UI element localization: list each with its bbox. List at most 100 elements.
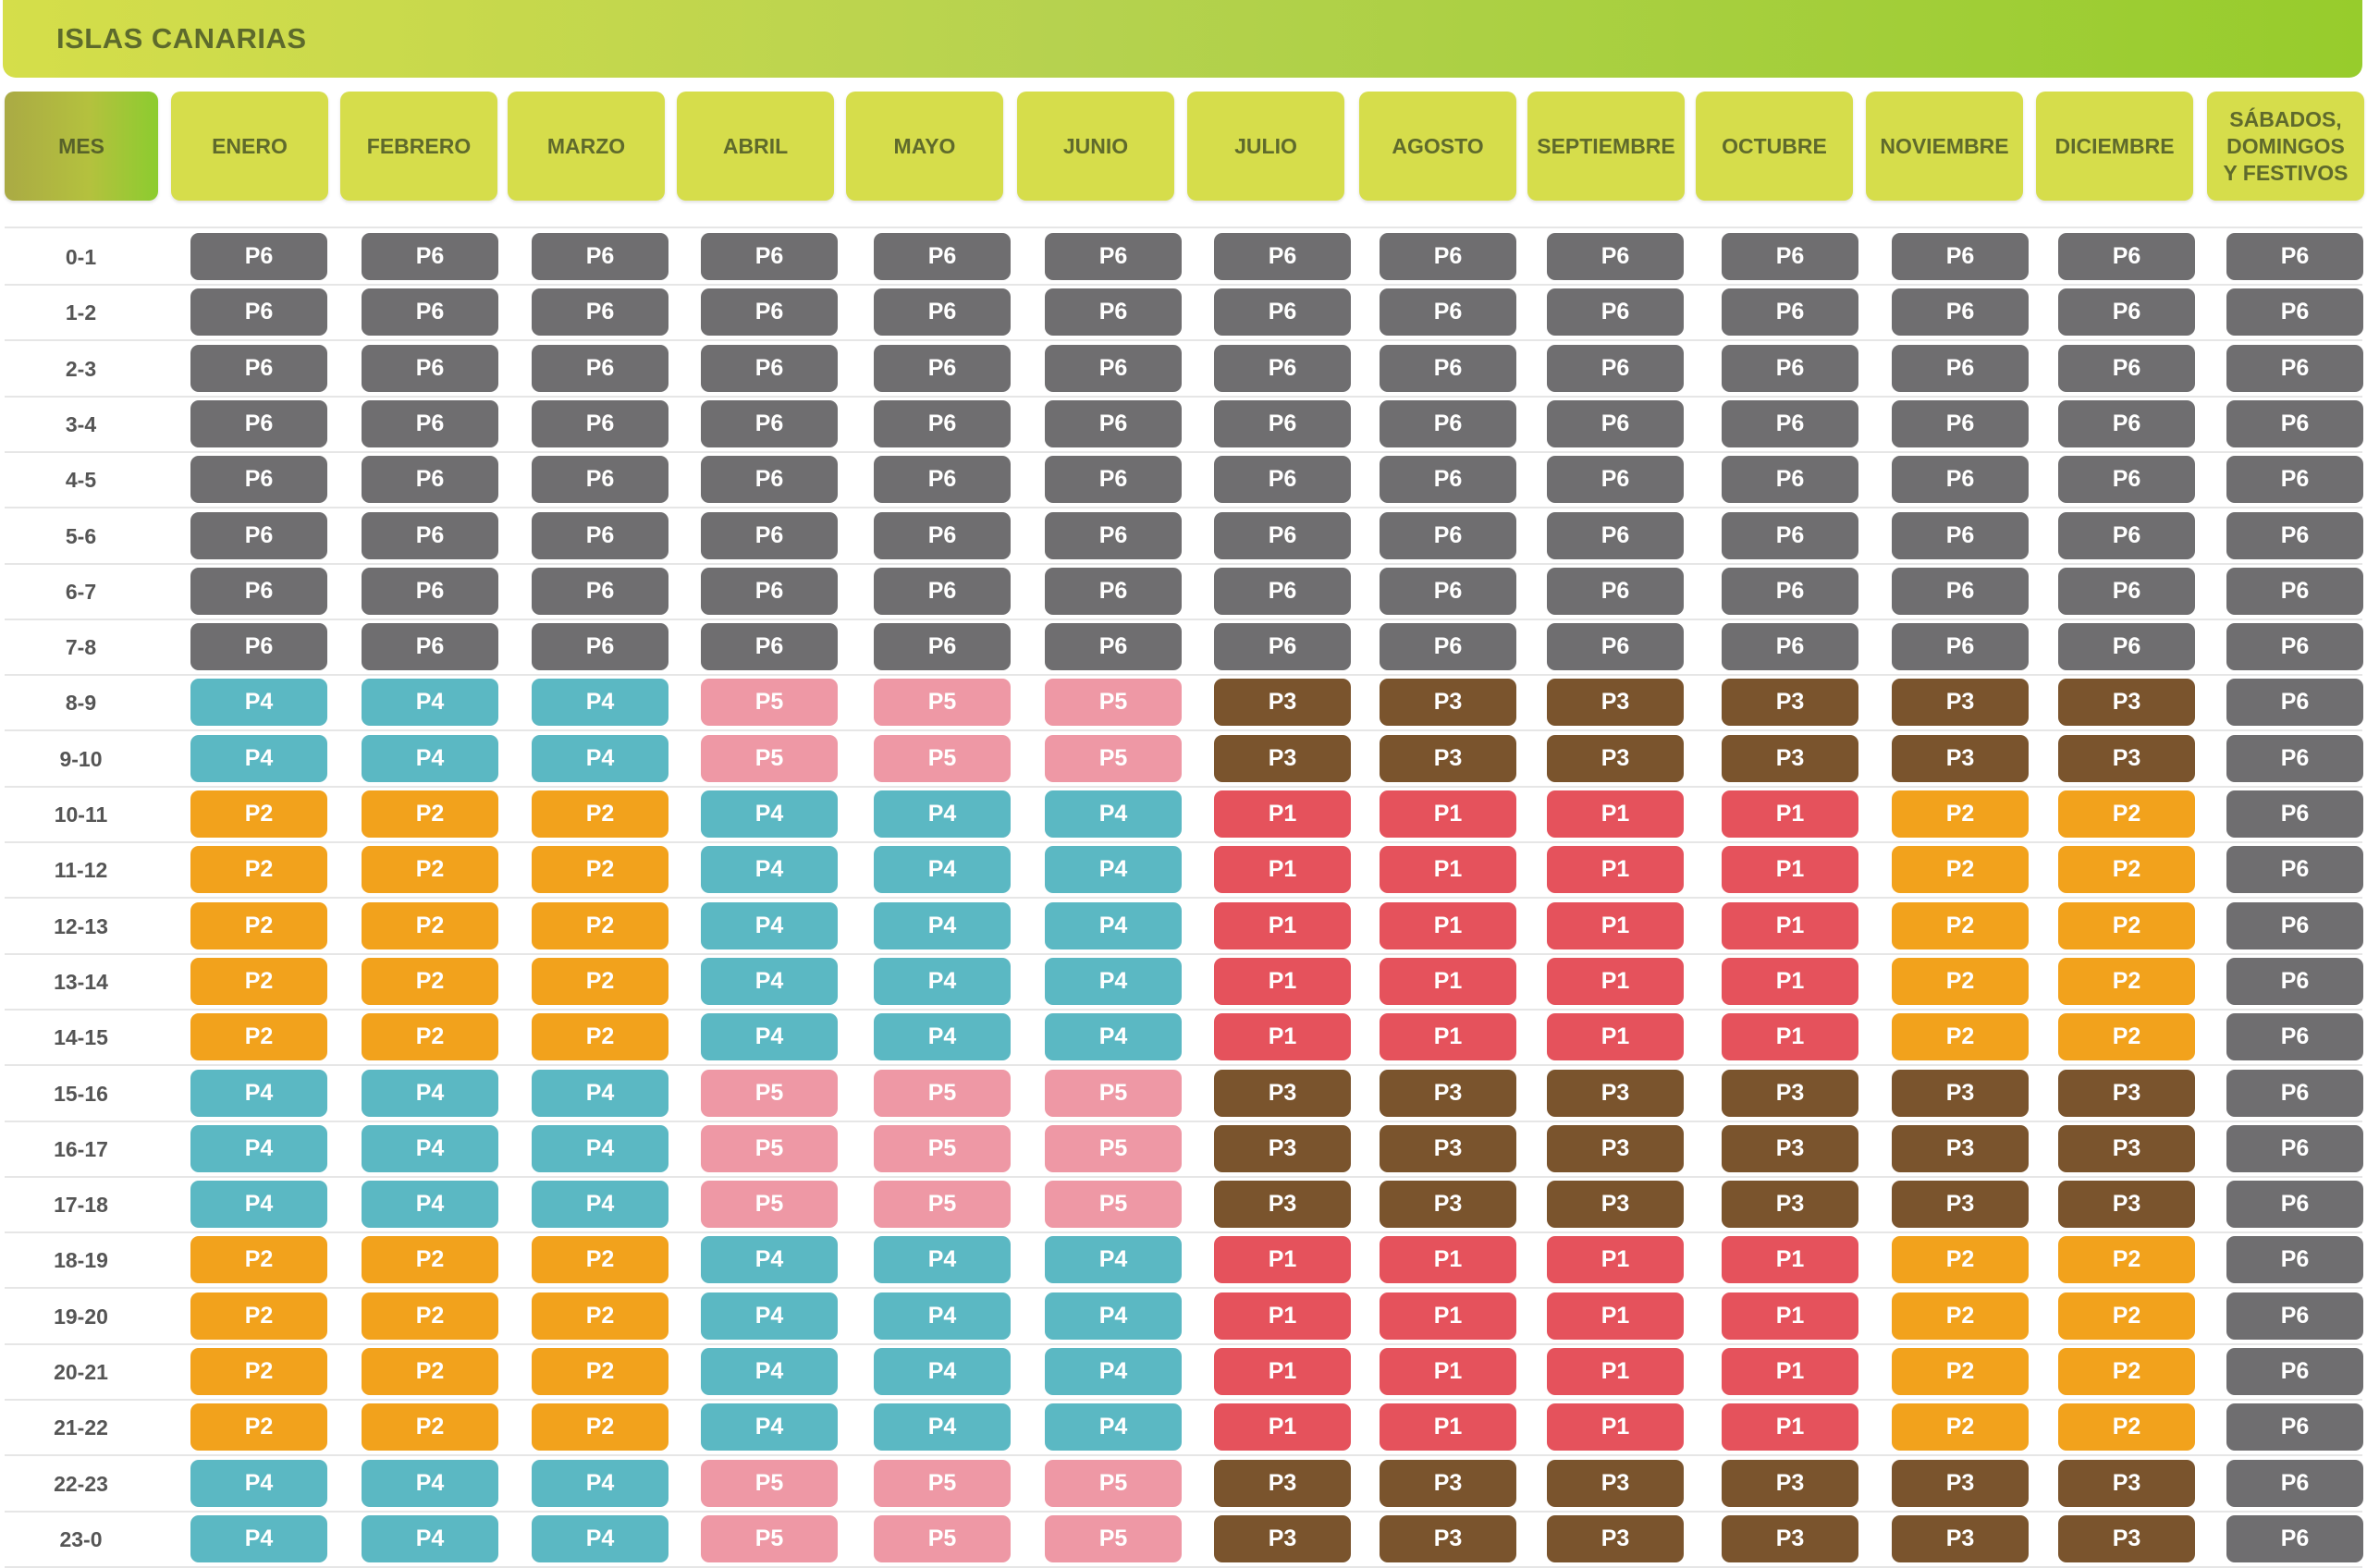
period-cell: P6 (1214, 288, 1351, 337)
period-cell: P4 (190, 734, 327, 782)
period-cell: P2 (532, 1292, 668, 1340)
period-cell: P2 (190, 846, 327, 894)
period-cell: P6 (701, 399, 838, 447)
period-cell: P5 (1045, 1459, 1182, 1507)
period-cell: P2 (1892, 1403, 2029, 1452)
period-cell: P3 (1380, 1514, 1516, 1562)
hour-label: 16-17 (54, 1136, 108, 1161)
hour-label: 1-2 (65, 300, 97, 325)
period-cell: P1 (1214, 1348, 1351, 1395)
period-cell: P6 (2226, 1403, 2363, 1452)
period-cell: P1 (1380, 957, 1516, 1005)
period-cell: P3 (2058, 1124, 2195, 1172)
period-cell: P4 (362, 1514, 498, 1562)
period-cell: P3 (2058, 1181, 2195, 1229)
period-cell: P2 (2058, 957, 2195, 1005)
period-cell: P2 (362, 957, 498, 1005)
period-cell: P6 (532, 344, 668, 392)
period-cell: P2 (532, 1403, 668, 1452)
period-cell: P1 (1214, 846, 1351, 894)
period-cell: P2 (190, 957, 327, 1005)
period-cell: P6 (1547, 399, 1684, 447)
period-cell: P2 (362, 901, 498, 949)
period-cell: P6 (701, 233, 838, 280)
period-cell: P3 (1547, 1514, 1684, 1562)
period-cell: P6 (190, 567, 327, 615)
period-cell: P6 (2226, 734, 2363, 782)
row-header-label: MES (5, 92, 158, 201)
period-cell: P3 (1722, 679, 1858, 727)
period-cell: P2 (362, 1348, 498, 1395)
period-cell: P3 (1214, 1514, 1351, 1562)
period-cell: P1 (1380, 1403, 1516, 1452)
period-cell: P2 (532, 957, 668, 1005)
period-cell: P1 (1722, 846, 1858, 894)
row-divider (5, 897, 2362, 900)
period-cell: P3 (1722, 1124, 1858, 1172)
row-divider (5, 1175, 2362, 1178)
row-divider (5, 841, 2362, 843)
period-cell: P3 (1892, 1069, 2029, 1117)
period-cell: P6 (2226, 344, 2363, 392)
period-cell: P6 (1722, 344, 1858, 392)
period-cell: P6 (362, 233, 498, 280)
period-cell: P1 (1547, 1236, 1684, 1284)
period-cell: P2 (1892, 1292, 2029, 1340)
column-header: SÁBADOS, DOMINGOS Y FESTIVOS (2207, 92, 2364, 201)
period-cell: P4 (190, 1514, 327, 1562)
period-cell: P6 (1045, 623, 1182, 671)
period-cell: P4 (874, 1236, 1011, 1284)
period-cell: P2 (2058, 1403, 2195, 1452)
period-cell: P5 (1045, 1124, 1182, 1172)
period-cell: P4 (1045, 1348, 1182, 1395)
period-cell: P6 (1214, 567, 1351, 615)
period-cell: P3 (1214, 734, 1351, 782)
period-cell: P4 (1045, 1013, 1182, 1061)
period-cell: P6 (2226, 957, 2363, 1005)
period-cell: P6 (874, 288, 1011, 337)
period-cell: P4 (190, 1459, 327, 1507)
period-cell: P2 (190, 1403, 327, 1452)
period-cell: P3 (1892, 1181, 2029, 1229)
period-cell: P6 (190, 344, 327, 392)
period-cell: P5 (874, 1124, 1011, 1172)
period-cell: P6 (1892, 344, 2029, 392)
period-cell: P4 (1045, 1403, 1182, 1452)
period-cell: P3 (2058, 1459, 2195, 1507)
period-cell: P3 (1380, 734, 1516, 782)
period-cell: P2 (1892, 1348, 2029, 1395)
period-cell: P4 (701, 1013, 838, 1061)
column-header: SEPTIEMBRE (1527, 92, 1685, 201)
period-cell: P2 (532, 846, 668, 894)
period-cell: P2 (190, 1292, 327, 1340)
period-cell: P6 (1722, 456, 1858, 504)
period-cell: P6 (2226, 399, 2363, 447)
period-cell: P6 (1380, 567, 1516, 615)
period-cell: P3 (2058, 1069, 2195, 1117)
period-cell: P6 (2226, 790, 2363, 838)
period-cell: P6 (2226, 1236, 2363, 1284)
period-cell: P6 (1380, 399, 1516, 447)
period-cell: P6 (190, 399, 327, 447)
period-cell: P3 (1722, 734, 1858, 782)
hour-label: 11-12 (54, 858, 108, 883)
period-cell: P1 (1380, 1292, 1516, 1340)
period-cell: P6 (190, 511, 327, 559)
column-header: JULIO (1187, 92, 1344, 201)
period-cell: P6 (2058, 456, 2195, 504)
period-cell: P2 (2058, 1348, 2195, 1395)
period-cell: P2 (2058, 901, 2195, 949)
period-cell: P6 (1722, 511, 1858, 559)
period-cell: P6 (2226, 456, 2363, 504)
hour-label: 12-13 (54, 913, 108, 938)
period-cell: P4 (190, 1181, 327, 1229)
period-cell: P6 (532, 233, 668, 280)
hour-label: 0-1 (65, 245, 97, 269)
period-cell: P2 (1892, 846, 2029, 894)
period-cell: P2 (1892, 957, 2029, 1005)
period-cell: P4 (874, 1292, 1011, 1340)
period-cell: P6 (362, 623, 498, 671)
period-cell: P1 (1722, 1013, 1858, 1061)
period-cell: P6 (2226, 567, 2363, 615)
period-cell: P6 (2226, 901, 2363, 949)
